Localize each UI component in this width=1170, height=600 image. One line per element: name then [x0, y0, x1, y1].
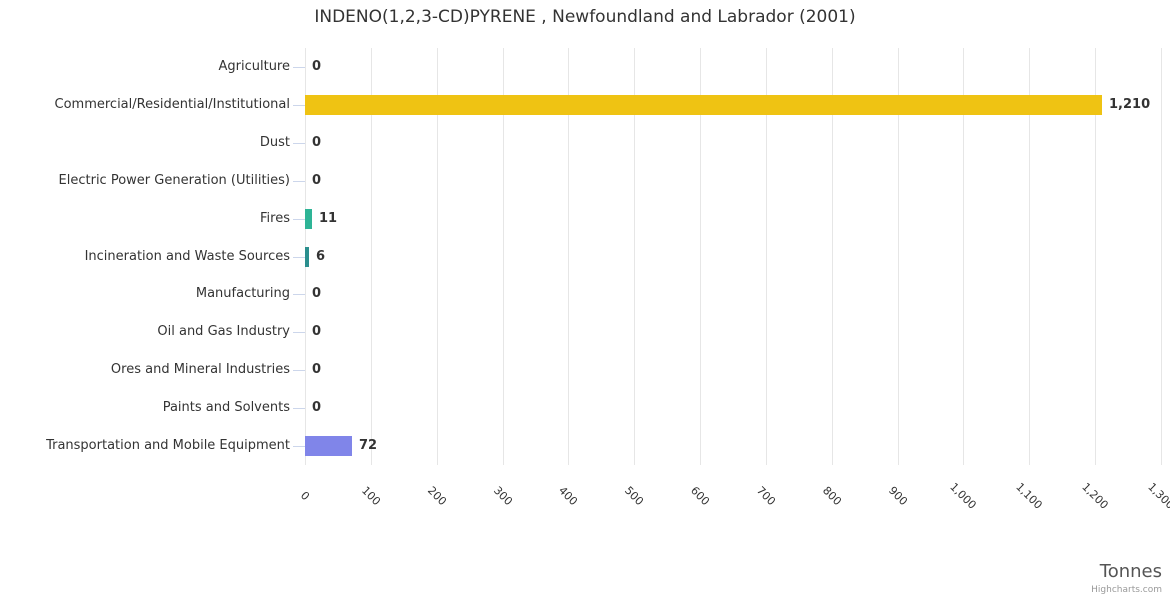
- value-label: 0: [312, 362, 322, 377]
- value-label: 11: [319, 211, 338, 226]
- x-tick-label: 1,100: [1013, 480, 1045, 512]
- value-label: 6: [316, 249, 326, 264]
- category-label: Fires: [260, 211, 290, 226]
- chart-title: INDENO(1,2,3-CD)PYRENE , Newfoundland an…: [314, 7, 856, 27]
- gridline: [1161, 48, 1162, 465]
- value-label: 0: [312, 135, 322, 150]
- x-tick-label: 0: [297, 488, 313, 504]
- gridline: [1095, 48, 1096, 465]
- gridline: [898, 48, 899, 465]
- gridline: [1029, 48, 1030, 465]
- bar-fires[interactable]: [305, 209, 312, 229]
- y-axis-tick: [293, 67, 305, 68]
- value-label: 0: [312, 324, 322, 339]
- gridline: [700, 48, 701, 465]
- gridline: [832, 48, 833, 465]
- bar-commercial-residential-institutional[interactable]: [305, 95, 1102, 115]
- x-axis-title: Tonnes: [1099, 561, 1162, 582]
- value-label: 0: [312, 286, 322, 301]
- value-label: 72: [359, 438, 378, 453]
- category-label: Paints and Solvents: [162, 400, 290, 415]
- category-label: Oil and Gas Industry: [157, 324, 290, 339]
- y-axis-tick: [293, 219, 305, 220]
- x-tick-label: 300: [490, 483, 516, 509]
- value-label: 0: [312, 400, 322, 415]
- x-tick-label: 1,200: [1079, 480, 1111, 512]
- x-tick-label: 600: [687, 483, 713, 509]
- category-label: Commercial/Residential/Institutional: [54, 97, 291, 112]
- x-tick-label: 900: [885, 483, 911, 509]
- x-tick-label: 400: [555, 483, 581, 509]
- category-label: Transportation and Mobile Equipment: [46, 438, 290, 453]
- x-tick-label: 500: [621, 483, 647, 509]
- category-label: Ores and Mineral Industries: [110, 362, 290, 377]
- gridline: [371, 48, 372, 465]
- category-label: Agriculture: [218, 59, 291, 74]
- y-axis-tick: [293, 332, 305, 333]
- highcharts-credit[interactable]: Highcharts.com: [1091, 585, 1162, 595]
- x-tick-label: 800: [819, 483, 845, 509]
- plot-area: [305, 48, 1162, 465]
- y-axis-tick: [293, 143, 305, 144]
- category-label: Incineration and Waste Sources: [84, 249, 290, 264]
- gridline: [634, 48, 635, 465]
- y-axis-tick: [293, 105, 305, 106]
- bar-transportation-and-mobile-equipment[interactable]: [305, 436, 352, 456]
- value-label: 0: [312, 173, 322, 188]
- y-axis-tick: [293, 294, 305, 295]
- y-axis-tick: [293, 408, 305, 409]
- x-tick-label: 100: [358, 483, 384, 509]
- y-axis-tick: [293, 446, 305, 447]
- gridline: [963, 48, 964, 465]
- x-tick-label: 1,300: [1145, 480, 1170, 512]
- x-tick-label: 200: [424, 483, 450, 509]
- x-tick-label: 1,000: [947, 480, 979, 512]
- x-tick-label: 700: [753, 483, 779, 509]
- category-label: Manufacturing: [195, 286, 290, 301]
- bar-incineration-and-waste-sources[interactable]: [305, 247, 309, 267]
- category-label: Dust: [259, 135, 290, 150]
- value-label: 1,210: [1109, 97, 1151, 112]
- gridline: [766, 48, 767, 465]
- value-label: 0: [312, 59, 322, 74]
- y-axis-tick: [293, 257, 305, 258]
- gridline: [503, 48, 504, 465]
- y-axis-tick: [293, 370, 305, 371]
- category-label: Electric Power Generation (Utilities): [58, 173, 290, 188]
- gridline: [568, 48, 569, 465]
- y-axis-tick: [293, 181, 305, 182]
- gridline: [437, 48, 438, 465]
